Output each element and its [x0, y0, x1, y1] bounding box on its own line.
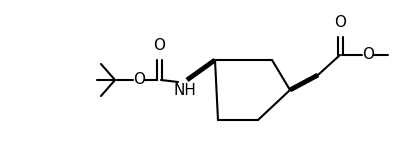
- Text: O: O: [334, 15, 346, 30]
- Text: NH: NH: [174, 83, 196, 98]
- Text: O: O: [362, 47, 374, 61]
- Text: O: O: [133, 72, 145, 87]
- Text: O: O: [153, 38, 165, 53]
